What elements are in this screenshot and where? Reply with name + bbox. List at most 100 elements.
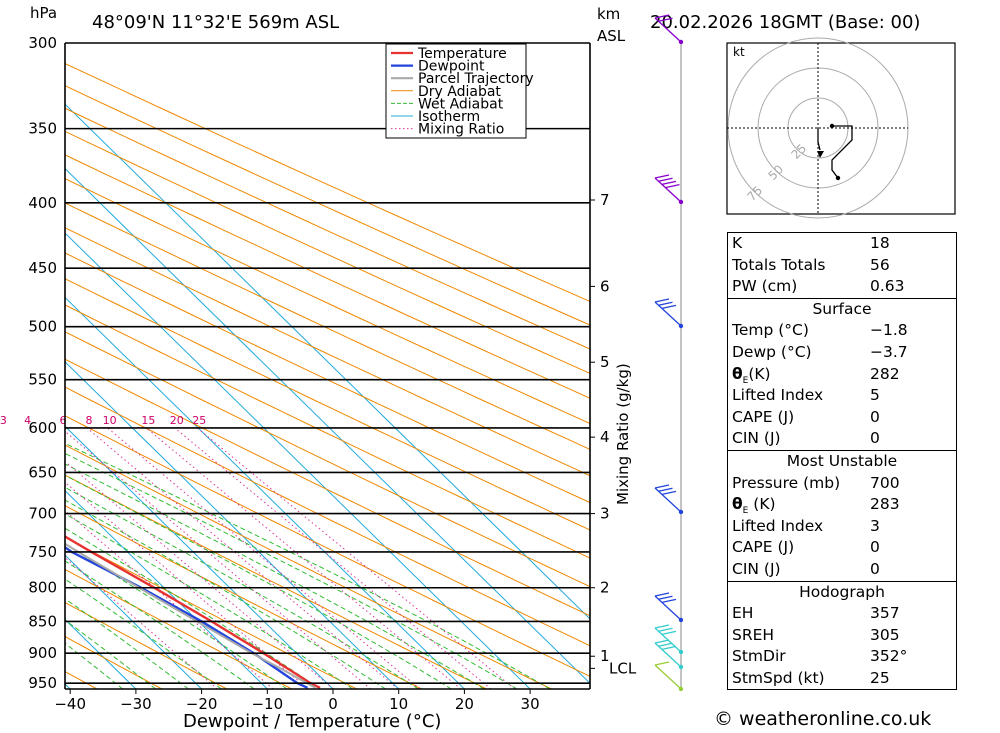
sreh-value: 305 bbox=[870, 625, 900, 644]
dry-adiabat-line bbox=[65, 474, 487, 689]
mixing-ratio-label: 15 bbox=[141, 414, 155, 427]
mixing-ratio-label: 4 bbox=[24, 414, 31, 427]
pressure-tick-label: 600 bbox=[28, 419, 57, 437]
mu-theta-symbol: θ bbox=[732, 495, 743, 514]
surface-theta-value: 282 bbox=[870, 364, 900, 383]
dry-adiabat-line bbox=[65, 202, 590, 450]
wet-adiabat-line bbox=[65, 642, 124, 689]
datetime-title: 20.02.2026 18GMT (Base: 00) bbox=[650, 12, 920, 33]
dry-adiabat-line bbox=[65, 386, 590, 647]
dry-adiabat-line bbox=[65, 62, 590, 303]
legend-label: Dry Adiabat bbox=[418, 84, 501, 100]
pressure-tick-label: 700 bbox=[28, 505, 57, 523]
mu-pressure-value: 700 bbox=[870, 473, 900, 492]
legend-label: Mixing Ratio bbox=[418, 122, 504, 138]
hodograph-point-top bbox=[835, 175, 841, 181]
totals-totals-row: Totals Totals 56 bbox=[728, 255, 956, 277]
x-tick-label: 30 bbox=[521, 695, 540, 713]
wind-profile bbox=[654, 14, 684, 692]
mu-theta-label: θE (K) bbox=[732, 494, 776, 516]
x-tick-label: −40 bbox=[54, 695, 86, 713]
hodograph-params-title: Hodograph bbox=[799, 582, 885, 601]
surface-theta-row: θE(K) 282 bbox=[728, 364, 956, 386]
dry-adiabat-line bbox=[65, 252, 590, 504]
mixing-ratio-line bbox=[174, 427, 492, 689]
isotherm-line bbox=[65, 554, 202, 689]
wet-adiabat-line bbox=[65, 499, 386, 689]
surface-li-label: Lifted Index bbox=[732, 386, 824, 405]
mixing-ratio-label: 8 bbox=[86, 414, 93, 427]
wind-barb-feather bbox=[661, 304, 677, 310]
surface-theta-symbol: θ bbox=[732, 364, 743, 383]
dry-adiabat-line bbox=[65, 358, 590, 617]
eh-label: EH bbox=[732, 604, 754, 623]
wet-adiabat-line bbox=[65, 463, 485, 689]
k-index-value: 18 bbox=[870, 234, 890, 252]
stmdir-value: 352° bbox=[870, 647, 908, 666]
isotherm-line bbox=[65, 232, 531, 689]
wind-barb-feather bbox=[654, 298, 670, 303]
x-tick-label: −20 bbox=[186, 695, 218, 713]
pw-value: 0.63 bbox=[870, 277, 905, 296]
dry-adiabat-line bbox=[65, 154, 590, 399]
wind-barb-feather bbox=[661, 598, 677, 604]
k-index-row: K 18 bbox=[728, 233, 956, 255]
pressure-tick-label: 450 bbox=[28, 259, 57, 277]
surface-dewp-row: Dewp (°C) −3.7 bbox=[728, 342, 956, 364]
surface-cape-value: 0 bbox=[870, 407, 880, 426]
mixing-ratio-label: 25 bbox=[192, 414, 206, 427]
pw-row: PW (cm) 0.63 bbox=[728, 276, 956, 298]
surface-dewp-label: Dewp (°C) bbox=[732, 342, 812, 361]
series-dewpoint bbox=[65, 545, 309, 689]
series-parcel-trajectory bbox=[65, 542, 316, 689]
surface-cin-label: CIN (J) bbox=[732, 429, 781, 448]
pressure-tick-label: 850 bbox=[28, 612, 57, 630]
surface-li-row: Lifted Index 5 bbox=[728, 385, 956, 407]
wind-barb-feather bbox=[658, 595, 673, 600]
wind-barb-staff bbox=[654, 595, 682, 621]
indices-table: K 18 Totals Totals 56 PW (cm) 0.63 Surface … bbox=[727, 232, 957, 691]
mu-li-row: Lifted Index 3 bbox=[728, 516, 956, 538]
mixing-ratio-label: 3 bbox=[0, 414, 7, 427]
dry-adiabat-line bbox=[65, 568, 292, 689]
wind-barb-feather bbox=[654, 174, 670, 179]
mu-cin-label: CIN (J) bbox=[732, 559, 781, 578]
x-tick-label: 10 bbox=[389, 695, 408, 713]
k-index-label: K bbox=[732, 234, 743, 252]
mu-li-label: Lifted Index bbox=[732, 516, 824, 535]
legend-label: Dewpoint bbox=[418, 59, 485, 75]
eh-value: 357 bbox=[870, 604, 900, 623]
mu-cin-value: 0 bbox=[870, 559, 880, 578]
wind-barb-staff bbox=[654, 301, 682, 327]
pressure-tick-label: 400 bbox=[28, 194, 57, 212]
location-title: 48°09'N 11°32'E 569m ASL bbox=[92, 12, 339, 33]
pressure-tick-label: 500 bbox=[28, 318, 57, 336]
hodograph-trace-low bbox=[817, 128, 821, 151]
surface-cin-row: CIN (J) 0 bbox=[728, 428, 956, 450]
surface-temp-value: −1.8 bbox=[870, 321, 908, 340]
wind-barb-feather bbox=[654, 484, 670, 489]
hodograph-storm-marker bbox=[817, 151, 824, 158]
mixing-ratio-line bbox=[146, 427, 462, 689]
pressure-tick-label: 750 bbox=[28, 543, 57, 561]
copyright-footer[interactable]: © weatheronline.co.uk bbox=[714, 708, 932, 730]
surface-li-value: 5 bbox=[870, 386, 880, 405]
surface-temp-label: Temp (°C) bbox=[732, 321, 809, 340]
wind-barb-staff bbox=[654, 627, 682, 653]
pressure-tick-label: 550 bbox=[28, 371, 57, 389]
stmdir-row: StmDir 352° bbox=[728, 646, 956, 668]
wind-barb-feather bbox=[654, 639, 670, 644]
wind-barb-feather bbox=[654, 592, 670, 597]
mu-cape-label: CAPE (J) bbox=[732, 538, 795, 557]
wind-barb-feather bbox=[665, 183, 680, 189]
dry-adiabat-line bbox=[0, 5, 32, 689]
wind-barb-feather bbox=[654, 624, 670, 629]
dry-adiabat-line bbox=[65, 331, 590, 588]
wind-barb-feather bbox=[661, 180, 677, 186]
hodograph-trace bbox=[830, 125, 853, 179]
wet-adiabat-line bbox=[65, 474, 452, 689]
pressure-unit-label: hPa bbox=[30, 4, 57, 22]
wind-barb-feather bbox=[658, 642, 673, 647]
height-tick-label: 5 bbox=[600, 353, 610, 371]
mixing-ratio-label: 10 bbox=[103, 414, 117, 427]
